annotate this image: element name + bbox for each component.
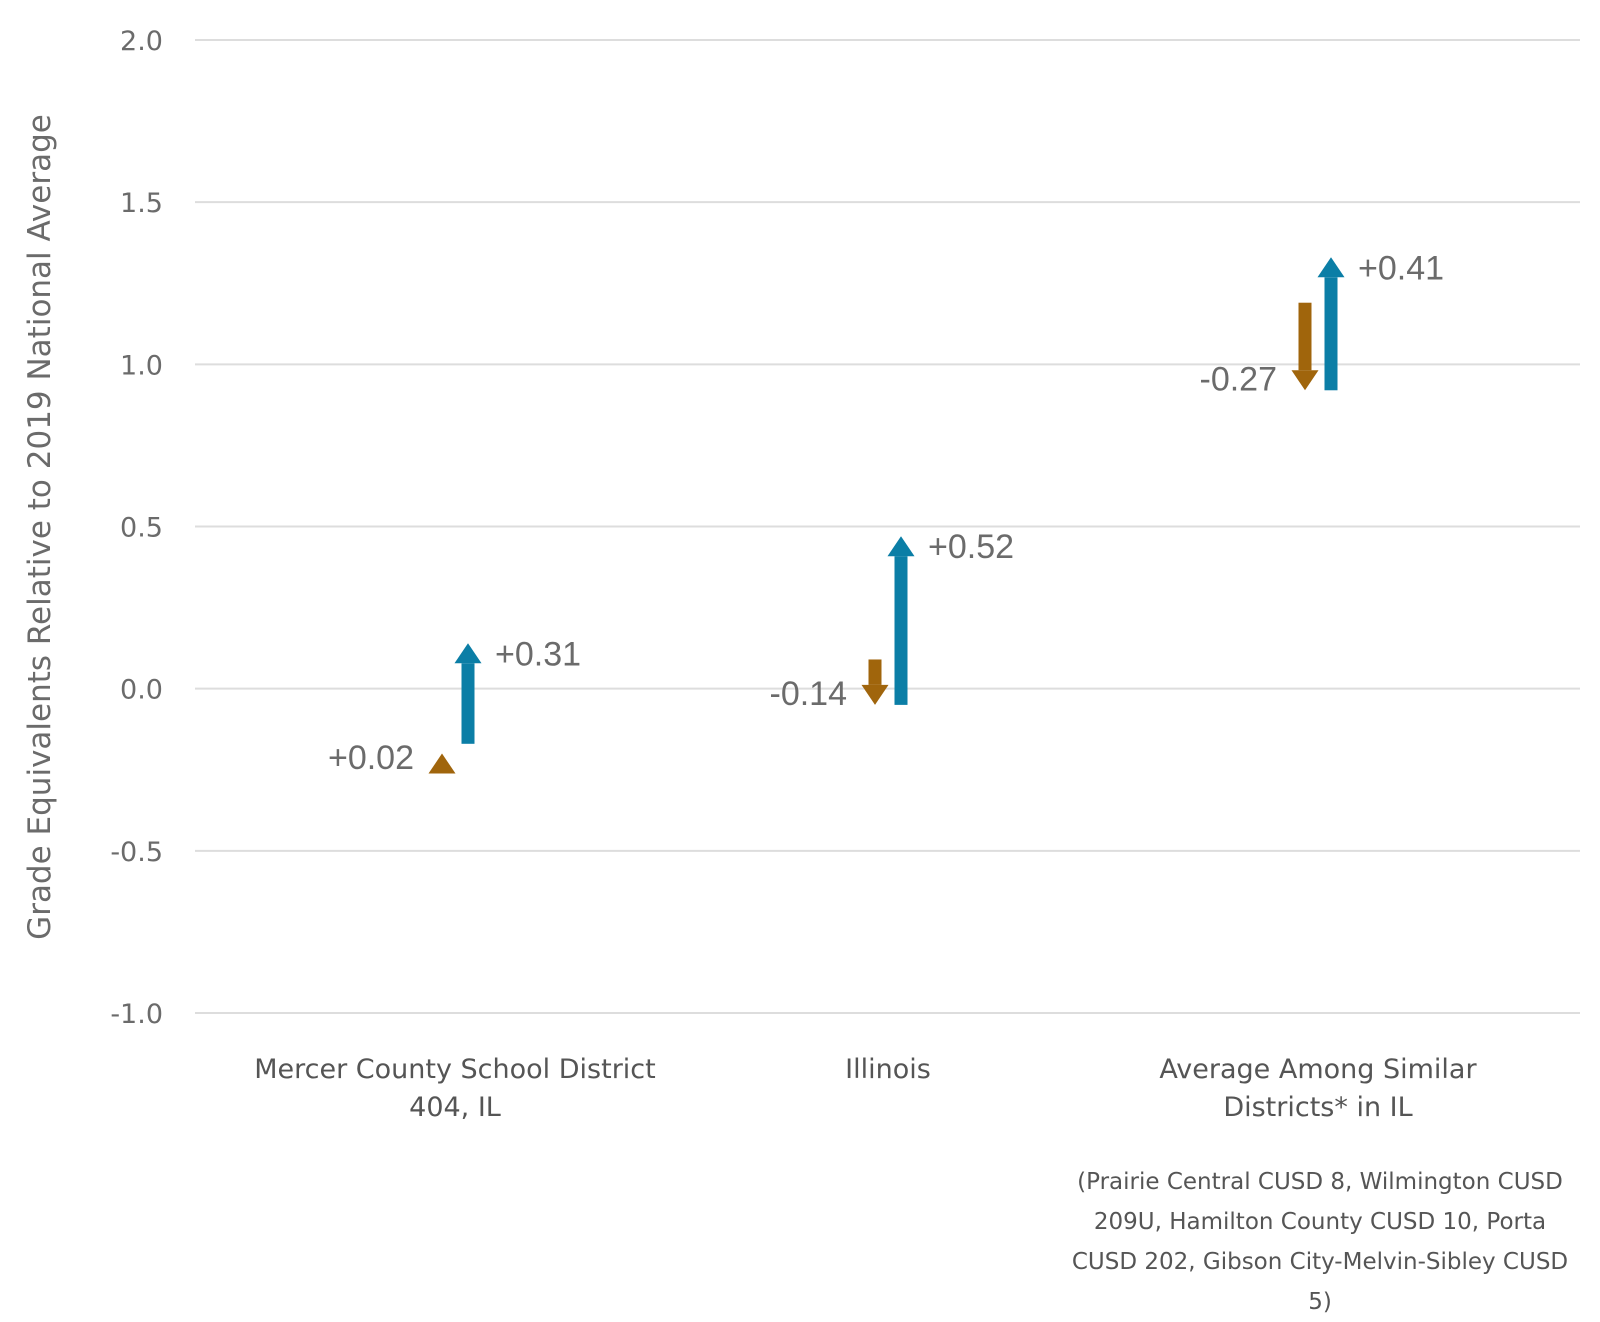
orange-arrow-shaft bbox=[868, 659, 882, 685]
blue-data-label: +0.31 bbox=[495, 635, 581, 673]
y-tick-label: -0.5 bbox=[110, 837, 163, 868]
y-tick-label: -1.0 bbox=[110, 999, 163, 1030]
y-tick-label: 0.5 bbox=[120, 513, 163, 544]
blue-arrow-shaft bbox=[1324, 277, 1338, 391]
blue-arrow-shaft bbox=[461, 663, 475, 744]
y-tick-label: 0.0 bbox=[120, 675, 163, 706]
blue-data-label: +0.52 bbox=[928, 528, 1014, 566]
orange-arrowhead bbox=[428, 753, 456, 774]
category-label: 404, IL bbox=[409, 1092, 501, 1123]
blue-data-label: +0.41 bbox=[1358, 249, 1444, 287]
blue-arrow-shaft bbox=[894, 556, 908, 705]
y-tick-label: 2.0 bbox=[120, 26, 163, 57]
category-label: Average Among Similar bbox=[1159, 1054, 1477, 1085]
footnote: (Prairie Central CUSD 8, Wilmington CUSD… bbox=[1040, 1162, 1600, 1322]
y-tick-label: 1.0 bbox=[120, 350, 163, 381]
blue-arrowhead bbox=[887, 536, 915, 557]
blue-arrowhead bbox=[454, 643, 482, 664]
orange-data-label: +0.02 bbox=[328, 739, 414, 777]
orange-data-label: -0.14 bbox=[770, 675, 848, 713]
orange-arrowhead bbox=[861, 684, 889, 705]
orange-arrowhead bbox=[1291, 370, 1319, 391]
footnote-line: (Prairie Central CUSD 8, Wilmington CUSD bbox=[1077, 1169, 1563, 1195]
y-tick-label: 1.5 bbox=[120, 188, 163, 219]
blue-arrowhead bbox=[1317, 257, 1345, 278]
footnote-line: CUSD 202, Gibson City-Melvin-Sibley CUSD bbox=[1071, 1249, 1569, 1275]
category-label: Districts* in IL bbox=[1223, 1092, 1412, 1123]
y-axis-label: Grade Equivalents Relative to 2019 Natio… bbox=[22, 114, 58, 940]
footnote-line: 209U, Hamilton County CUSD 10, Porta bbox=[1093, 1209, 1547, 1235]
orange-data-label: -0.27 bbox=[1200, 360, 1278, 398]
orange-arrow-shaft bbox=[1298, 302, 1312, 371]
category-label: Mercer County School District bbox=[254, 1054, 656, 1085]
category-label: Illinois bbox=[845, 1054, 931, 1085]
footnote-line: 5) bbox=[1308, 1289, 1332, 1315]
